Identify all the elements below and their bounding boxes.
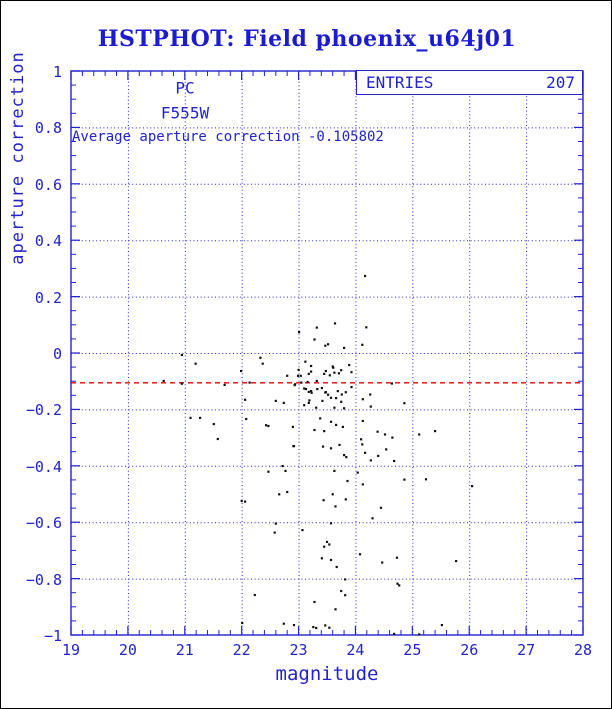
x-tick-label: 20: [118, 641, 137, 659]
y-tick-label: −0.2: [25, 401, 62, 420]
entries-value: 207: [546, 73, 575, 92]
data-points: [162, 274, 474, 636]
x-tick-label: 27: [517, 641, 536, 659]
x-tick-label: 21: [175, 641, 194, 659]
y-tick-label: 0.6: [34, 175, 62, 194]
y-tick-label: 0.2: [34, 288, 62, 307]
x-tick-label: 25: [403, 641, 422, 659]
grid-lines: [71, 71, 583, 635]
x-tick-label: 22: [232, 641, 251, 659]
y-axis-label: aperture correction: [8, 51, 28, 265]
x-tick-label: 19: [61, 641, 81, 659]
y-tick-label: −0.8: [25, 570, 62, 589]
y-tick-label: −0.6: [25, 514, 62, 533]
entries-stat-box: ENTRIES 207: [356, 70, 583, 95]
average-correction-text: Average aperture correction -0.105802: [72, 129, 384, 145]
x-tick-label: 23: [289, 641, 308, 659]
y-tick-label: 0.4: [34, 232, 62, 251]
y-tick-label: −0.4: [25, 457, 62, 476]
y-tick-label: 0: [52, 345, 62, 363]
x-tick-label: 24: [346, 641, 365, 659]
page-title: HSTPHOT: Field phoenix_u64j01: [97, 26, 517, 52]
y-tick-label: 1: [52, 63, 62, 81]
x-tick-label: 26: [460, 641, 479, 659]
filter-label: F555W: [160, 103, 210, 123]
entries-label: ENTRIES: [366, 73, 434, 92]
y-tick-label: −1: [43, 627, 62, 645]
y-tick-label: 0.8: [34, 119, 62, 138]
plot-frame: [70, 70, 584, 636]
x-axis-label: magnitude: [275, 663, 379, 685]
detector-label: PC: [175, 78, 195, 98]
x-tick-label: 28: [573, 641, 593, 659]
